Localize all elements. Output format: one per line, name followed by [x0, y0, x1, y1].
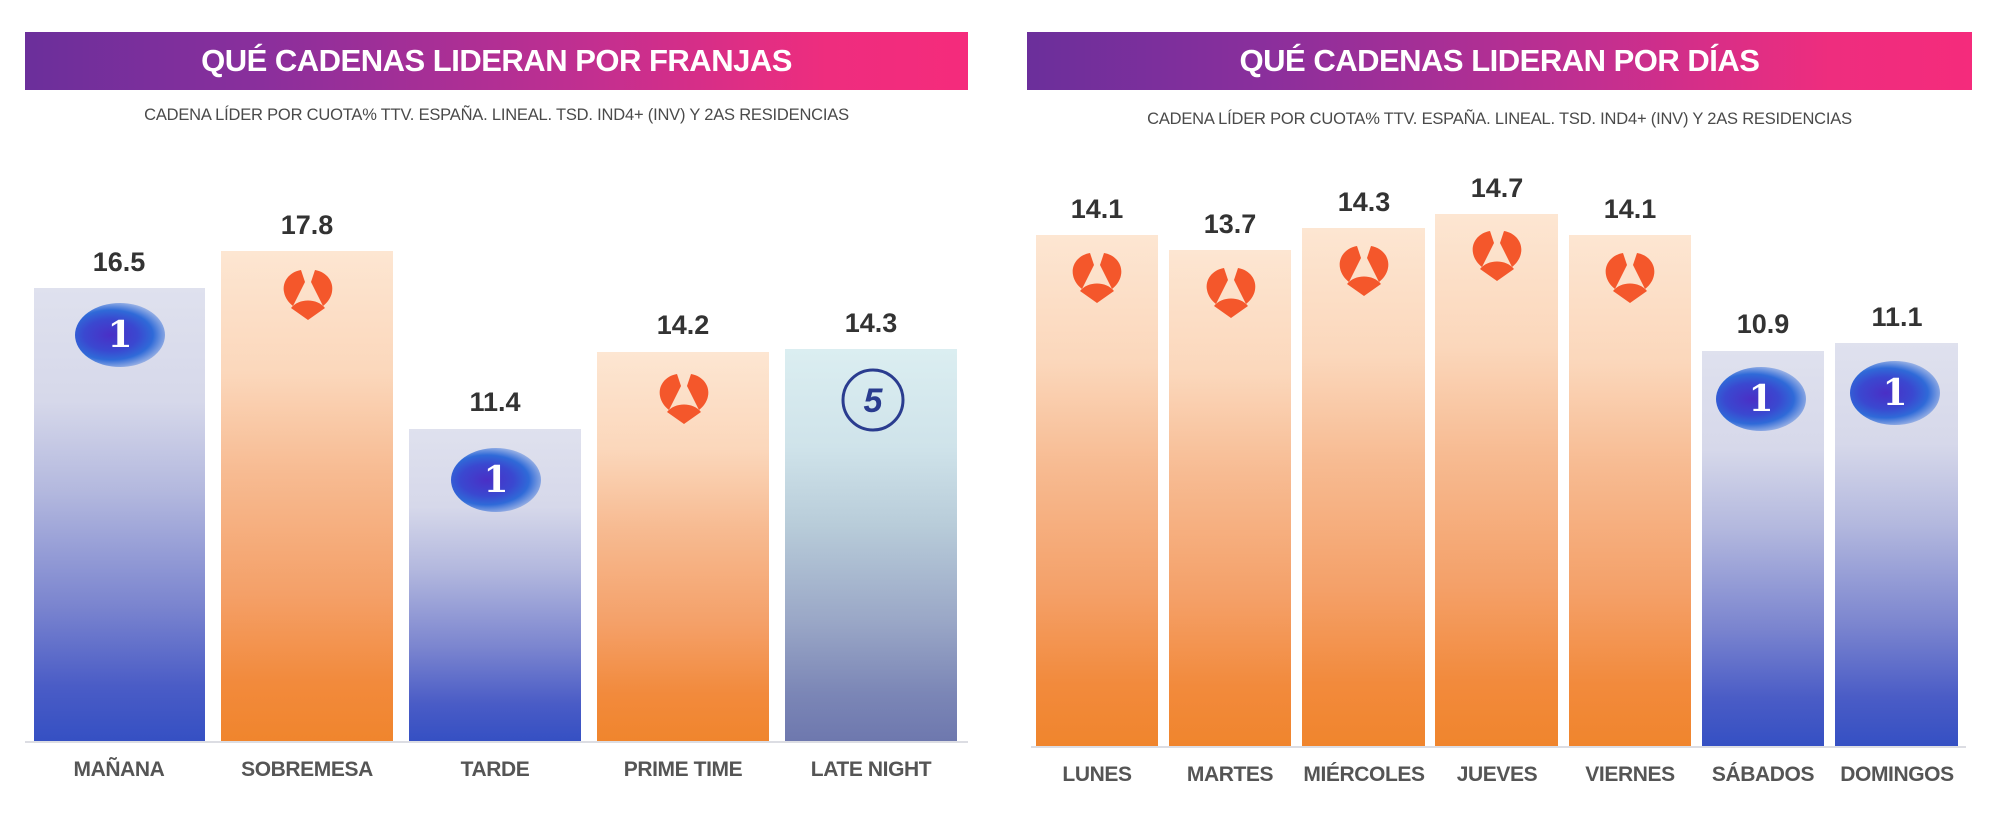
value-label: 16.5: [92, 247, 146, 277]
category-label: MARTES: [1186, 763, 1274, 786]
category-label: DOMINGOS: [1840, 763, 1954, 786]
value-label: 14.1: [1603, 194, 1657, 224]
category-label: MIÉRCOLES: [1303, 763, 1425, 786]
bar-miercoles: [1302, 228, 1425, 746]
bar-viernes: [1569, 235, 1691, 746]
chart-title-dias: QUÉ CADENAS LIDERAN POR DÍAS: [1027, 32, 1972, 90]
antena3-logo-icon: [1206, 268, 1256, 318]
antena3-logo-icon: [283, 270, 333, 320]
x-axis-baseline: [25, 741, 968, 743]
value-label: 11.4: [469, 387, 521, 417]
antena3-logo-icon: [659, 374, 709, 424]
value-label: 14.1: [1070, 194, 1124, 224]
antena3-logo-icon: [1339, 246, 1389, 296]
bar-late-night: [785, 349, 957, 741]
bar-martes: [1169, 250, 1291, 746]
telecinco-logo-icon: 5: [841, 368, 905, 432]
category-label: JUEVES: [1456, 763, 1538, 786]
category-label: SÁBADOS: [1711, 763, 1815, 786]
antena3-logo-icon: [1472, 231, 1522, 281]
category-label: PRIME TIME: [623, 758, 743, 781]
category-label: MAÑANA: [73, 758, 165, 781]
value-label: 11.1: [1871, 302, 1923, 332]
chart-subtitle-dias: CADENA LÍDER POR CUOTA% TTV. ESPAÑA. LIN…: [1147, 110, 1852, 128]
value-label: 17.8: [280, 210, 334, 240]
antena3-logo-icon: [1072, 253, 1122, 303]
svg-text:5: 5: [864, 382, 884, 420]
la1-logo-icon: 1: [1850, 361, 1940, 425]
antena3-logo-icon: [1605, 253, 1655, 303]
category-label: LATE NIGHT: [810, 758, 932, 781]
la1-logo-icon: 1: [1716, 367, 1806, 431]
value-label: 14.3: [844, 308, 898, 338]
chart-panel-franjas: QUÉ CADENAS LIDERAN POR FRANJAS CADENA L…: [25, 0, 968, 835]
chart-subtitle-franjas: CADENA LÍDER POR CUOTA% TTV. ESPAÑA. LIN…: [144, 106, 849, 124]
value-label: 14.3: [1337, 187, 1391, 217]
value-label: 14.2: [656, 310, 710, 340]
bar-jueves: [1435, 214, 1558, 746]
chart-title-franjas: QUÉ CADENAS LIDERAN POR FRANJAS: [25, 32, 968, 90]
value-label: 13.7: [1203, 209, 1257, 239]
chart-panel-dias: QUÉ CADENAS LIDERAN POR DÍAS CADENA LÍDE…: [1027, 0, 1972, 835]
la1-logo-icon: 1: [451, 448, 541, 512]
bar-lunes: [1036, 235, 1158, 746]
value-label: 14.7: [1470, 173, 1524, 203]
bar-sobremesa: [221, 251, 393, 741]
category-label: TARDE: [460, 758, 530, 781]
category-label: SOBREMESA: [241, 758, 373, 781]
la1-logo-icon: 1: [75, 303, 165, 367]
value-label: 10.9: [1736, 309, 1790, 339]
category-label: VIERNES: [1585, 763, 1675, 786]
category-label: LUNES: [1062, 763, 1132, 786]
x-axis-baseline: [1031, 746, 1966, 748]
